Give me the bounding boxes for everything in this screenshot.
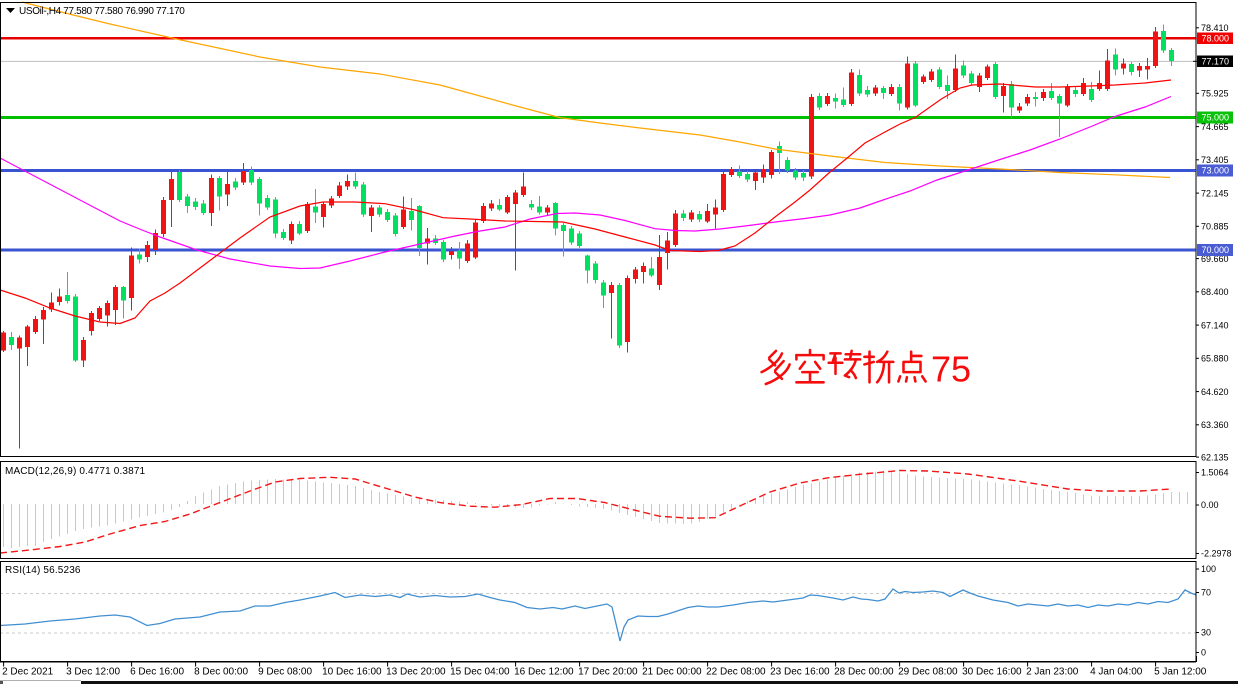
svg-text:22 Dec 08:00: 22 Dec 08:00 [706,667,766,678]
svg-text:28 Dec 00:00: 28 Dec 00:00 [834,667,894,678]
svg-text:15 Dec 04:00: 15 Dec 04:00 [450,667,510,678]
svg-text:70.000: 70.000 [1202,245,1230,255]
svg-text:73.405: 73.405 [1201,155,1229,165]
svg-text:6 Dec 16:00: 6 Dec 16:00 [130,667,184,678]
svg-text:78.410: 78.410 [1201,23,1229,33]
svg-text:70.885: 70.885 [1201,222,1229,232]
svg-text:4 Jan 04:00: 4 Jan 04:00 [1090,667,1143,678]
svg-text:29 Dec 08:00: 29 Dec 08:00 [898,667,958,678]
svg-text:74.665: 74.665 [1201,122,1229,132]
svg-text:0: 0 [1201,648,1206,658]
svg-text:68.400: 68.400 [1201,287,1229,297]
svg-text:16 Dec 12:00: 16 Dec 12:00 [514,667,574,678]
svg-text:72.145: 72.145 [1201,188,1229,198]
svg-text:MACD(12,26,9) 0.4771 0.3871: MACD(12,26,9) 0.4771 0.3871 [5,466,146,477]
svg-text:100: 100 [1201,564,1216,574]
svg-text:RSI(14) 56.5236: RSI(14) 56.5236 [5,565,81,576]
svg-text:63.360: 63.360 [1201,420,1229,430]
svg-text:-2.2978: -2.2978 [1201,549,1232,559]
svg-text:70: 70 [1201,588,1211,598]
svg-text:30: 30 [1201,628,1211,638]
svg-text:30 Dec 16:00: 30 Dec 16:00 [962,667,1022,678]
svg-text:2 Dec 2021: 2 Dec 2021 [2,667,54,678]
svg-text:75.000: 75.000 [1202,113,1230,123]
svg-text:8 Dec 00:00: 8 Dec 00:00 [194,667,248,678]
svg-text:75.925: 75.925 [1201,89,1229,99]
svg-text:2 Jan 23:00: 2 Jan 23:00 [1026,667,1079,678]
svg-text:17 Dec 20:00: 17 Dec 20:00 [578,667,638,678]
svg-text:78.000: 78.000 [1202,34,1230,44]
svg-text:USOil-,H4 77.580 77.580 76.99: USOil-,H4 77.580 77.580 76.990 77.170 [19,6,185,17]
svg-text:0.00: 0.00 [1201,500,1219,510]
svg-text:23 Dec 16:00: 23 Dec 16:00 [770,667,830,678]
svg-text:64.620: 64.620 [1201,387,1229,397]
svg-text:21 Dec 00:00: 21 Dec 00:00 [642,667,702,678]
svg-text:9 Dec 08:00: 9 Dec 08:00 [258,667,312,678]
svg-text:73.000: 73.000 [1202,166,1230,176]
svg-text:69.660: 69.660 [1201,254,1229,264]
svg-text:13 Dec 20:00: 13 Dec 20:00 [386,667,446,678]
svg-text:75: 75 [931,349,971,390]
svg-text:5 Jan 12:00: 5 Jan 12:00 [1154,667,1207,678]
svg-text:62.135: 62.135 [1201,452,1229,462]
svg-text:10 Dec 16:00: 10 Dec 16:00 [322,667,382,678]
svg-text:77.170: 77.170 [1202,57,1230,67]
svg-text:3 Dec 12:00: 3 Dec 12:00 [66,667,120,678]
svg-text:1.5064: 1.5064 [1201,468,1229,478]
svg-text:65.880: 65.880 [1201,354,1229,364]
svg-text:67.140: 67.140 [1201,320,1229,330]
